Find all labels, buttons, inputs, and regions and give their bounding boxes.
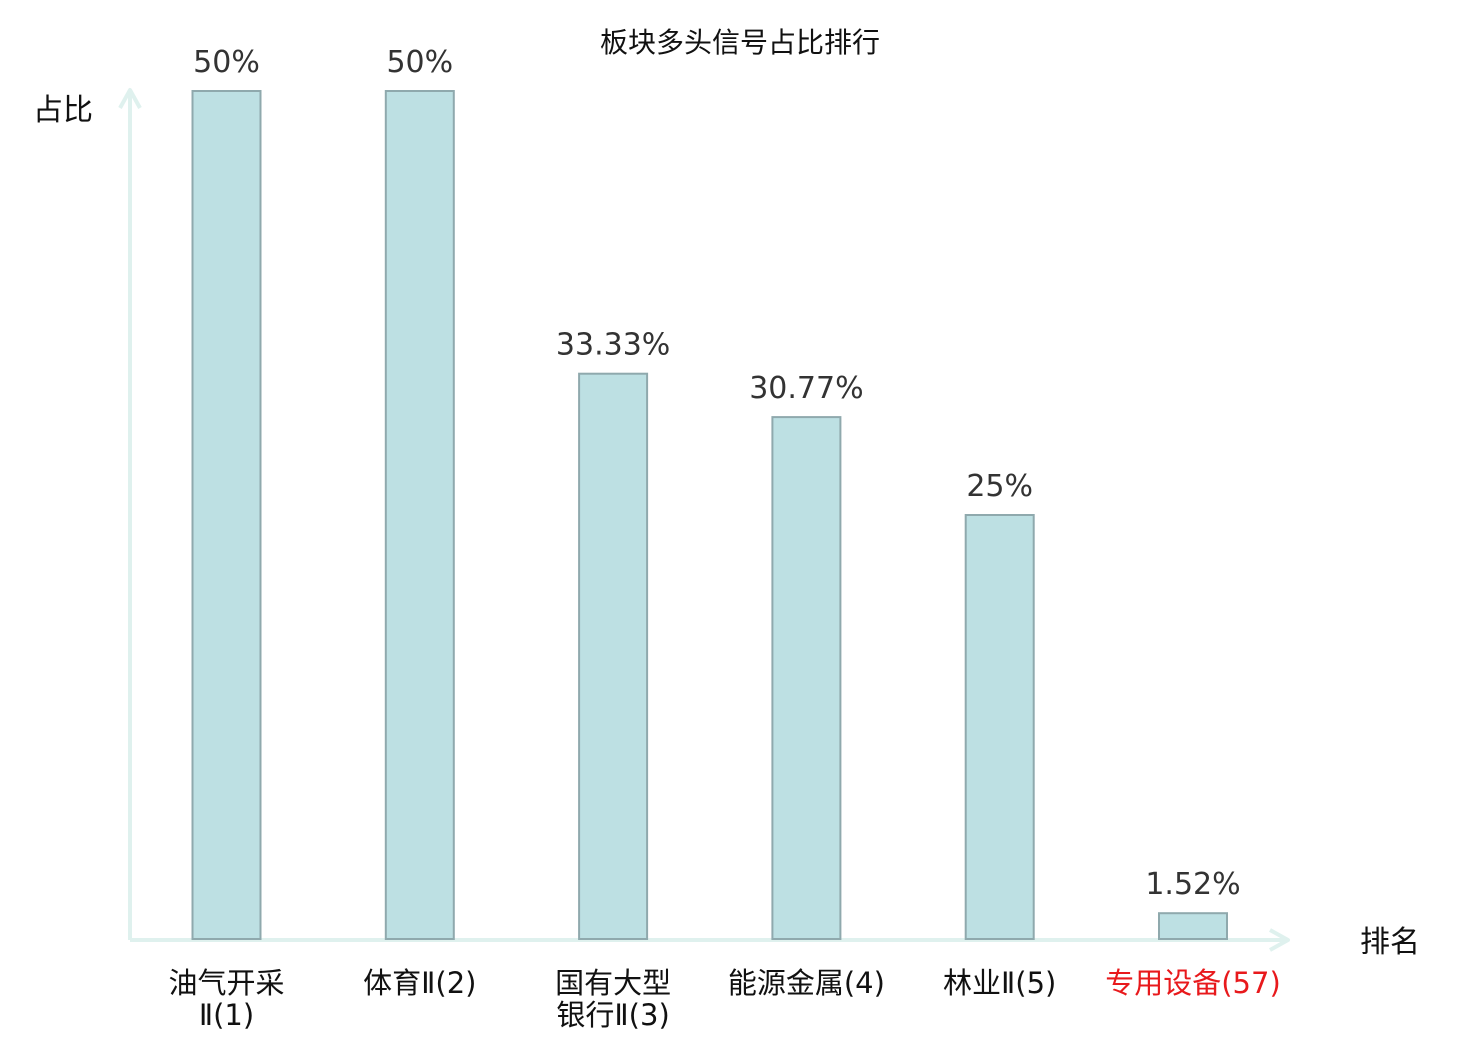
y-axis-arrow: [118, 88, 142, 109]
chart-title: 板块多头信号占比排行: [600, 26, 880, 59]
category-labels-group: 油气开采 Ⅱ(1) 体育Ⅱ(2) 国有大型银行Ⅱ(3) 能源金属(4) 林业Ⅱ(5) 专用设…: [168, 966, 1280, 1032]
bar: [771, 416, 842, 941]
bar-value-label: 33.33%: [556, 328, 670, 363]
category-tick-label: 体育Ⅱ(2): [363, 966, 476, 1000]
bar-value-label: 50%: [193, 45, 260, 80]
bar: [191, 90, 262, 940]
bars-group: [191, 90, 1228, 941]
y-axis-label: 占比: [33, 93, 93, 128]
bar: [1158, 912, 1228, 941]
x-axis-arrow: [1269, 928, 1290, 952]
category-tick-label: 能源金属(4): [728, 966, 885, 1000]
category-tick-label: 专用设备(57): [1105, 966, 1281, 1000]
bar-value-label: 1.52%: [1145, 867, 1240, 902]
value-labels-group: 50% 50% 33.33% 30.77% 25% 1.52%: [193, 45, 1241, 902]
bar-value-label: 50%: [386, 45, 453, 80]
category-tick-label: 国有大型银行Ⅱ(3): [555, 966, 671, 1032]
bar: [384, 90, 455, 940]
bar-value-label: 30.77%: [749, 371, 863, 406]
category-tick-label: 林业Ⅱ(5): [943, 966, 1056, 1000]
category-tick-label: 油气开采 Ⅱ(1): [168, 966, 284, 1032]
bar: [964, 514, 1035, 940]
bar: [578, 372, 649, 940]
axes: [118, 88, 1290, 952]
x-axis-label: 排名: [1360, 925, 1420, 960]
bar-value-label: 25%: [966, 469, 1033, 504]
